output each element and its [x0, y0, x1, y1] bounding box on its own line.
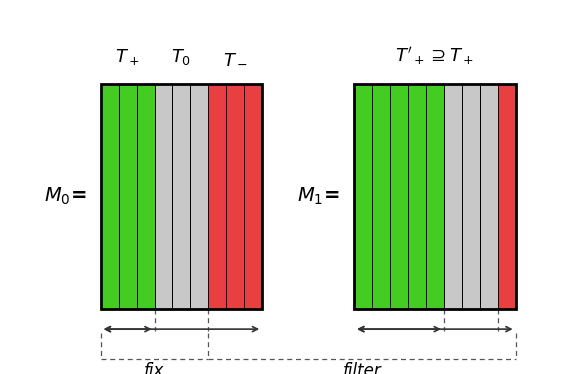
Text: $T_+$: $T_+$ — [115, 47, 140, 67]
Bar — [137, 84, 154, 309]
Bar — [172, 84, 191, 309]
Bar — [444, 84, 462, 309]
Bar — [209, 84, 226, 309]
Bar — [191, 84, 209, 309]
Text: $T_-$: $T_-$ — [223, 49, 248, 67]
Bar — [480, 84, 498, 309]
Bar — [119, 84, 137, 309]
Bar — [462, 84, 480, 309]
Text: $T_0$: $T_0$ — [171, 47, 192, 67]
Bar — [498, 84, 516, 309]
Text: $M_1$=: $M_1$= — [297, 186, 340, 207]
Bar — [354, 84, 516, 309]
Bar — [390, 84, 408, 309]
Bar — [354, 84, 372, 309]
Bar — [426, 84, 444, 309]
Text: $T'_+ \supseteq T_+$: $T'_+ \supseteq T_+$ — [395, 45, 475, 67]
Bar — [244, 84, 262, 309]
Text: $M_0$=: $M_0$= — [44, 186, 86, 207]
Text: filter: filter — [343, 362, 381, 374]
Text: fix: fix — [145, 362, 165, 374]
Bar — [372, 84, 390, 309]
Bar — [101, 84, 119, 309]
Bar — [154, 84, 172, 309]
Bar — [408, 84, 426, 309]
Bar — [226, 84, 244, 309]
Bar — [101, 84, 262, 309]
